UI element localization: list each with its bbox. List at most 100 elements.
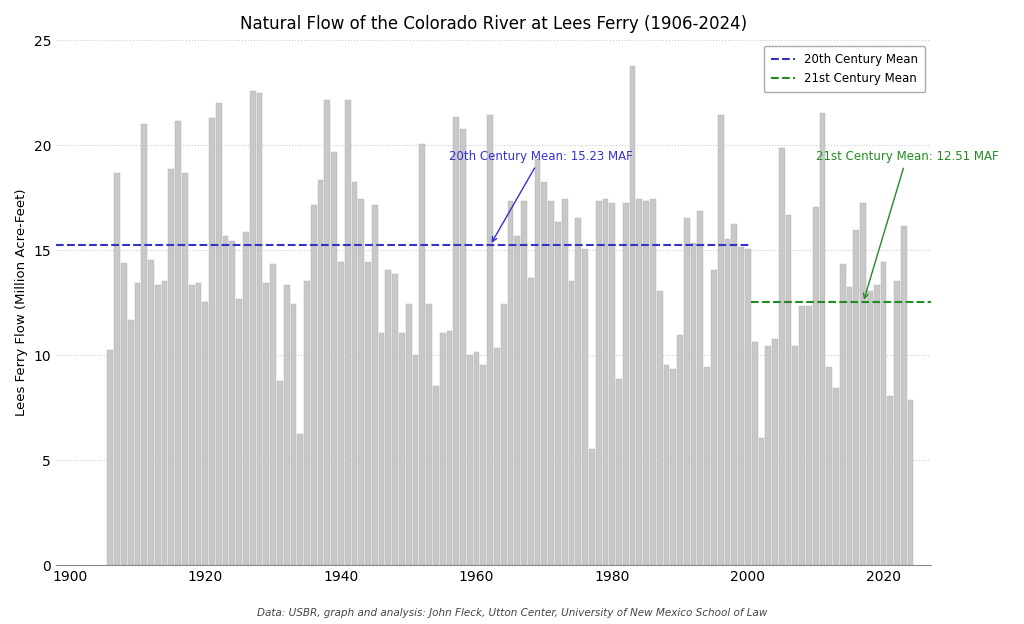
Bar <box>297 434 303 565</box>
Bar <box>243 232 249 565</box>
Bar <box>284 285 290 565</box>
Bar <box>196 283 202 565</box>
Bar <box>446 331 453 565</box>
Bar <box>317 180 324 565</box>
Text: 21st Century Mean: 12.51 MAF: 21st Century Mean: 12.51 MAF <box>816 150 998 298</box>
Bar <box>840 264 846 565</box>
Bar <box>650 198 655 565</box>
Bar <box>188 285 195 565</box>
Bar <box>169 169 174 565</box>
Bar <box>623 203 629 565</box>
Bar <box>616 379 622 565</box>
Bar <box>439 333 445 565</box>
Bar <box>562 198 567 565</box>
Bar <box>222 236 228 565</box>
Bar <box>847 287 852 565</box>
Bar <box>867 291 872 565</box>
Bar <box>385 270 391 565</box>
Bar <box>392 275 398 565</box>
Bar <box>203 301 208 565</box>
Bar <box>752 341 758 565</box>
Bar <box>141 124 147 565</box>
Bar <box>901 226 906 565</box>
Bar <box>501 304 507 565</box>
Bar <box>637 198 642 565</box>
Bar <box>826 367 833 565</box>
Bar <box>331 152 337 565</box>
Bar <box>263 283 269 565</box>
Bar <box>358 198 365 565</box>
Bar <box>759 438 764 565</box>
Bar <box>325 100 330 565</box>
Bar <box>276 381 283 565</box>
Bar <box>542 182 547 565</box>
Bar <box>115 173 120 565</box>
Bar <box>583 249 588 565</box>
Bar <box>609 203 615 565</box>
Bar <box>514 236 520 565</box>
Bar <box>664 364 670 565</box>
Bar <box>596 201 601 565</box>
Bar <box>128 321 133 565</box>
Bar <box>785 215 792 565</box>
Bar <box>474 352 479 565</box>
Bar <box>372 205 378 565</box>
Bar <box>873 285 880 565</box>
Title: Natural Flow of the Colorado River at Lees Ferry (1906-2024): Natural Flow of the Colorado River at Le… <box>240 15 748 33</box>
Bar <box>433 386 438 565</box>
Bar <box>148 260 154 565</box>
Bar <box>894 281 900 565</box>
Bar <box>697 212 703 565</box>
Bar <box>881 261 887 565</box>
Bar <box>209 118 215 565</box>
Bar <box>684 218 690 565</box>
Bar <box>799 306 805 565</box>
Bar <box>555 222 561 565</box>
Bar <box>420 144 425 565</box>
Bar <box>793 346 798 565</box>
Bar <box>677 335 683 565</box>
Bar <box>494 348 500 565</box>
Bar <box>765 346 771 565</box>
Bar <box>779 149 784 565</box>
Bar <box>270 264 275 565</box>
Bar <box>379 333 384 565</box>
Bar <box>216 103 222 565</box>
Bar <box>528 278 534 565</box>
Text: Data: USBR, graph and analysis: John Fleck, Utton Center, University of New Mexi: Data: USBR, graph and analysis: John Fle… <box>257 608 767 618</box>
Bar <box>426 304 432 565</box>
Bar <box>853 230 859 565</box>
Bar <box>535 158 541 565</box>
Text: 20th Century Mean: 15.23 MAF: 20th Century Mean: 15.23 MAF <box>450 150 633 241</box>
Bar <box>155 285 161 565</box>
Bar <box>907 401 913 565</box>
Bar <box>508 201 513 565</box>
Bar <box>460 129 466 565</box>
Bar <box>738 247 744 565</box>
Bar <box>575 218 582 565</box>
Bar <box>711 270 717 565</box>
Bar <box>718 115 724 565</box>
Bar <box>366 261 371 565</box>
Y-axis label: Lees Ferry Flow (Million Acre-Feet): Lees Ferry Flow (Million Acre-Feet) <box>15 189 28 416</box>
Bar <box>691 243 696 565</box>
Bar <box>772 339 778 565</box>
Bar <box>671 369 676 565</box>
Bar <box>229 241 236 565</box>
Bar <box>345 100 350 565</box>
Bar <box>454 117 459 565</box>
Legend: 20th Century Mean, 21st Century Mean: 20th Century Mean, 21st Century Mean <box>764 46 925 92</box>
Bar <box>351 182 357 565</box>
Bar <box>834 388 839 565</box>
Bar <box>182 173 187 565</box>
Bar <box>643 201 649 565</box>
Bar <box>399 333 404 565</box>
Bar <box>467 355 473 565</box>
Bar <box>806 306 812 565</box>
Bar <box>630 66 636 565</box>
Bar <box>744 249 751 565</box>
Bar <box>568 281 574 565</box>
Bar <box>705 367 710 565</box>
Bar <box>406 304 412 565</box>
Bar <box>108 350 114 565</box>
